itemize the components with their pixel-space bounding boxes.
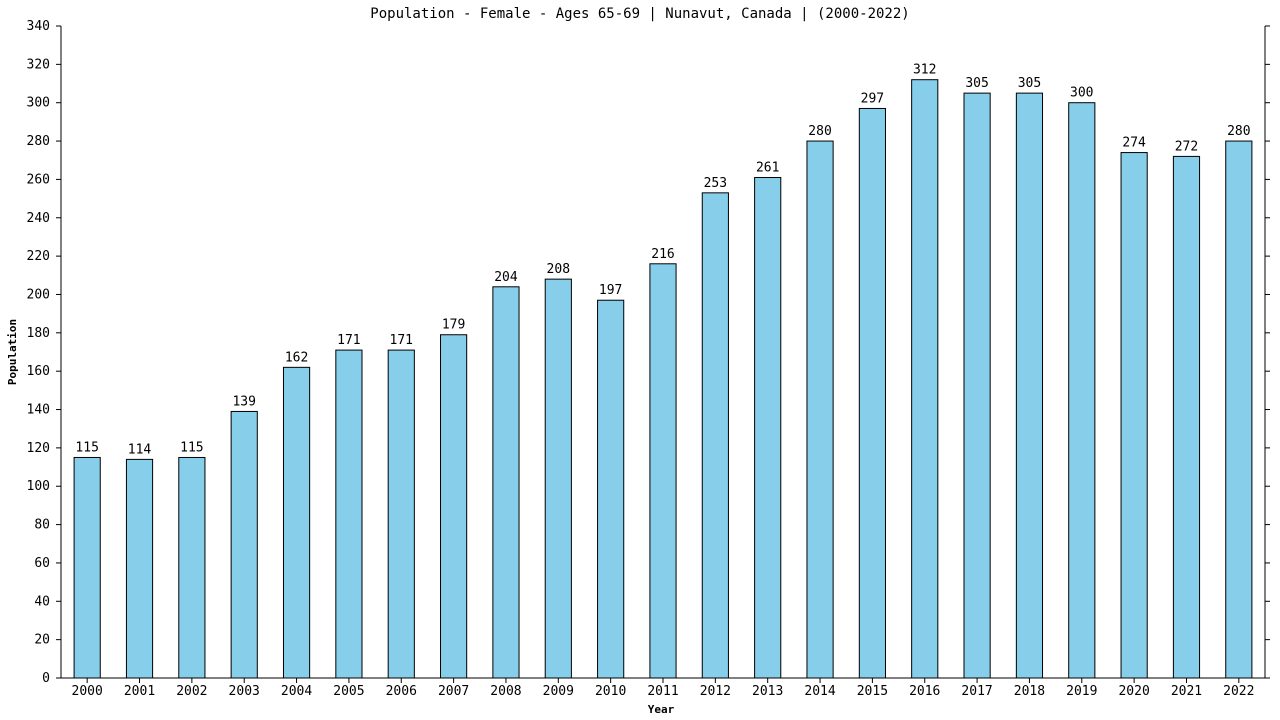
x-tick-label-2011: 2011 — [647, 684, 678, 699]
value-label-2022: 280 — [1227, 124, 1250, 139]
x-tick-label-2016: 2016 — [909, 684, 940, 699]
bar-2009 — [544, 278, 572, 679]
x-tick-label-2014: 2014 — [804, 684, 835, 699]
y-tick-label: 340 — [27, 19, 50, 34]
y-tick-label: 80 — [34, 518, 50, 533]
x-tick-label-2000: 2000 — [72, 684, 103, 699]
bar-2002 — [178, 456, 206, 679]
bar-2015 — [858, 107, 886, 679]
bar-2003 — [230, 410, 258, 679]
value-label-2006: 171 — [390, 333, 413, 348]
x-tick-label-2019: 2019 — [1066, 684, 1097, 699]
value-label-2004: 162 — [285, 350, 308, 365]
y-tick-label: 220 — [27, 249, 50, 264]
y-tick-label: 100 — [27, 479, 50, 494]
x-tick-label-2022: 2022 — [1223, 684, 1254, 699]
value-labels: 115 114 115 139 162 171 171 179 204 208 197 216 253 2… — [75, 63, 1250, 458]
y-tick-label: 240 — [27, 211, 50, 226]
value-label-2007: 179 — [442, 318, 465, 333]
chart-title: Population - Female - Ages 65-69 | Nunav… — [370, 6, 909, 22]
bar-2014 — [806, 140, 834, 679]
bar-2012 — [701, 192, 729, 679]
x-tick-label-2013: 2013 — [752, 684, 783, 699]
bar-2022 — [1225, 140, 1253, 679]
bar-2006 — [387, 349, 415, 679]
y-tick-label: 0 — [42, 671, 50, 686]
x-axis-title: Year — [648, 703, 675, 716]
value-label-2014: 280 — [808, 124, 831, 139]
value-label-2003: 139 — [232, 394, 255, 409]
bar-2005 — [335, 349, 363, 679]
value-label-2019: 300 — [1070, 86, 1093, 101]
bar-2011 — [649, 263, 677, 679]
bar-2021 — [1172, 155, 1201, 679]
bar-2008 — [492, 286, 520, 679]
value-label-2005: 171 — [337, 333, 360, 348]
y-tick-label: 280 — [27, 134, 50, 149]
y-tick-label: 60 — [34, 556, 50, 571]
bar-2007 — [440, 334, 468, 679]
bar-2018 — [1015, 92, 1044, 679]
value-label-2011: 216 — [651, 247, 674, 262]
y-tick-label: 40 — [34, 594, 50, 609]
bar-2020 — [1120, 152, 1148, 679]
x-tick-label-2003: 2003 — [229, 684, 260, 699]
bar-2000 — [73, 456, 101, 679]
bar-series — [73, 79, 1253, 679]
bar-2010 — [597, 299, 625, 679]
x-tick-label-2021: 2021 — [1171, 684, 1202, 699]
bar-2019 — [1068, 102, 1096, 679]
value-label-2009: 208 — [547, 262, 570, 277]
x-tick-label-2015: 2015 — [857, 684, 888, 699]
x-axis-ticks: 2000 2001 2002 2003 2004 2005 2006 2007 2008 2009… — [72, 678, 1254, 699]
value-label-2013: 261 — [756, 160, 779, 175]
value-label-2001: 114 — [128, 442, 152, 457]
x-tick-label-2020: 2020 — [1118, 684, 1149, 699]
y-tick-label: 160 — [27, 364, 50, 379]
x-tick-label-2018: 2018 — [1014, 684, 1045, 699]
x-tick-label-2008: 2008 — [490, 684, 521, 699]
bar-2017 — [963, 92, 991, 679]
value-label-2000: 115 — [75, 440, 98, 455]
value-label-2021: 272 — [1175, 139, 1198, 154]
y-tick-label: 320 — [27, 57, 50, 72]
y-tick-label: 140 — [27, 403, 50, 418]
value-label-2008: 204 — [494, 270, 518, 285]
y-tick-label: 200 — [27, 287, 50, 302]
x-tick-label-2006: 2006 — [386, 684, 417, 699]
axes — [60, 26, 1266, 679]
value-label-2018: 305 — [1018, 76, 1041, 91]
y-tick-label: 20 — [34, 633, 50, 648]
bar-2016 — [911, 79, 939, 679]
value-label-2012: 253 — [704, 176, 727, 191]
x-tick-label-2004: 2004 — [281, 684, 312, 699]
x-tick-label-2007: 2007 — [438, 684, 469, 699]
y-tick-label: 180 — [27, 326, 50, 341]
value-label-2017: 305 — [965, 76, 988, 91]
value-label-2010: 197 — [599, 283, 622, 298]
x-tick-label-2017: 2017 — [961, 684, 992, 699]
x-tick-label-2009: 2009 — [543, 684, 574, 699]
x-tick-label-2005: 2005 — [333, 684, 364, 699]
bar-2013 — [754, 176, 782, 679]
value-label-2020: 274 — [1122, 136, 1146, 151]
y-tick-label: 260 — [27, 172, 50, 187]
x-tick-label-2012: 2012 — [700, 684, 731, 699]
value-label-2002: 115 — [180, 440, 203, 455]
x-tick-label-2002: 2002 — [176, 684, 207, 699]
value-label-2015: 297 — [861, 91, 884, 106]
y-axis-title: Population — [6, 319, 19, 385]
value-label-2016: 312 — [913, 63, 936, 78]
bar-2001 — [125, 458, 154, 679]
y-tick-label: 300 — [27, 96, 50, 111]
x-tick-label-2010: 2010 — [595, 684, 626, 699]
y-tick-label: 120 — [27, 441, 50, 456]
x-tick-label-2001: 2001 — [124, 684, 155, 699]
bar-2004 — [282, 366, 311, 679]
y-axis-ticks: 0 20 40 60 80 100 120 140 160 180 200 220 240 260 280 3… — [27, 19, 1270, 686]
